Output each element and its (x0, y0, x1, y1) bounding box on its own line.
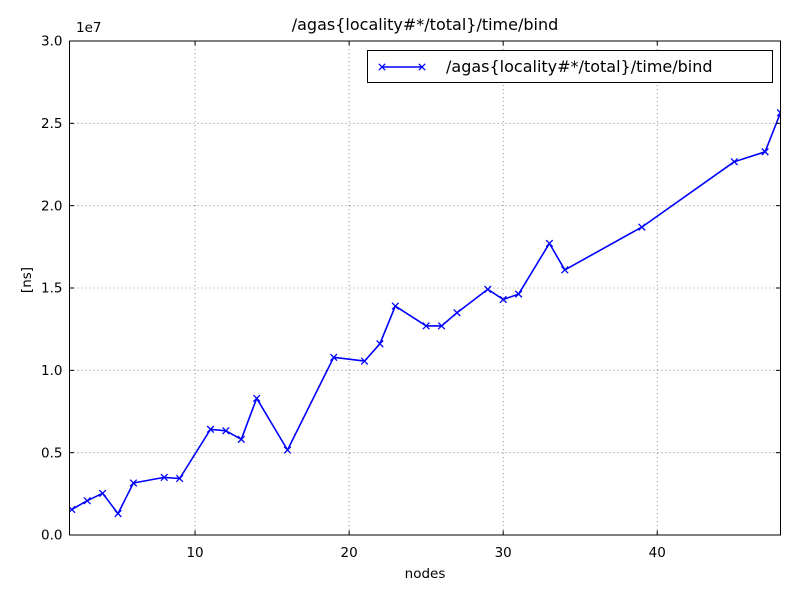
y-axis-label: [ns] (19, 266, 35, 294)
chart-title: /agas{locality#*/total}/time/bind (291, 15, 559, 34)
axis-ticks (69, 40, 781, 536)
legend-line-sample-icon (378, 62, 426, 71)
grid (69, 41, 781, 535)
y-tick-label: 1.0 (41, 363, 62, 379)
x-tick-label: 30 (495, 545, 512, 561)
y-tick-label: 0.5 (41, 445, 62, 461)
y-axis-offset-label: 1e7 (76, 20, 102, 36)
y-tick-label: 2.5 (41, 116, 62, 132)
x-tick-label: 10 (186, 545, 203, 561)
y-tick-label: 3.0 (41, 34, 62, 50)
series-x (69, 109, 781, 518)
legend-label: /agas{locality#*/total}/time/bind (446, 57, 713, 76)
y-tick-labels: 0.0 0.5 1.0 1.5 2.0 2.5 3.0 (41, 34, 62, 544)
series-markers (69, 109, 781, 518)
legend: /agas{locality#*/total}/time/bind (367, 50, 773, 83)
x-axis-label: nodes (404, 566, 446, 582)
x-tick-labels: 10 20 30 40 (186, 545, 665, 561)
y-tick-label: 0.0 (41, 528, 62, 544)
series-line (71, 112, 781, 515)
y-tick-label: 2.0 (41, 198, 62, 214)
x-tick-label: 40 (649, 545, 666, 561)
y-tick-label: 1.5 (41, 281, 62, 297)
x-tick-label: 20 (341, 545, 358, 561)
